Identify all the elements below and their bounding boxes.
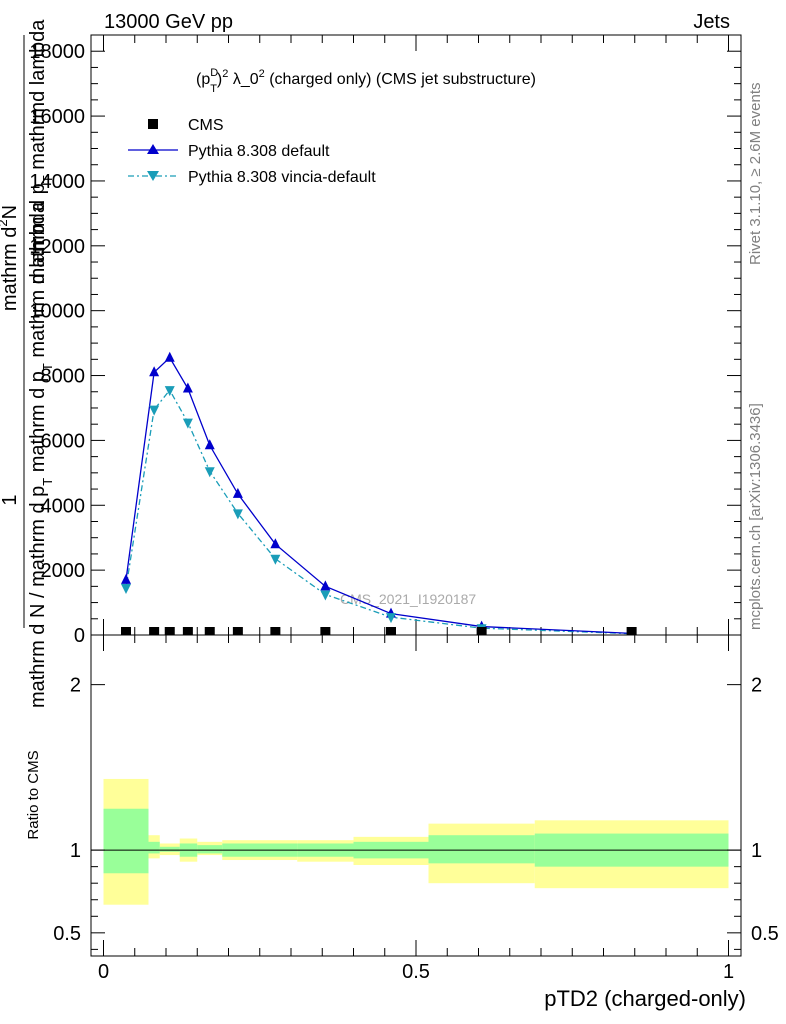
header-topic-label: Jets xyxy=(693,11,730,33)
series-cms-point xyxy=(386,627,396,637)
series-vincia-point xyxy=(121,583,131,594)
series-cms-point xyxy=(476,627,487,637)
series-default-point xyxy=(149,366,160,377)
ratio-bands xyxy=(91,778,741,905)
x-tick-label: 0 xyxy=(98,961,109,983)
main-x-ticks xyxy=(103,35,729,635)
series-vincia-point xyxy=(270,554,281,565)
series-default-point xyxy=(164,351,175,362)
main-y-tick-label: 0 xyxy=(74,625,85,647)
ratio-y-tick-label: 2 xyxy=(70,675,81,697)
ratio-inner-band xyxy=(197,845,223,854)
legend-vincia-label: Pythia 8.308 vincia-default xyxy=(188,169,376,186)
series-default-point xyxy=(182,382,193,393)
series-default-point xyxy=(232,487,243,498)
y-label-one: 1 xyxy=(0,494,21,505)
legend-default-label: Pythia 8.308 default xyxy=(188,143,330,160)
legend: CMS Pythia 8.308 default Pythia 8.308 vi… xyxy=(128,117,376,186)
header-energy-label: 13000 GeV pp xyxy=(104,11,233,33)
series-cms-point xyxy=(270,627,281,637)
x-axis-label: pTD2 (charged-only) xyxy=(544,986,746,1011)
legend-cms-label: CMS xyxy=(188,117,224,134)
rivet-version-label: Rivet 3.1.10, ≥ 2.6M events xyxy=(747,83,764,266)
main-plot-frame xyxy=(90,34,742,636)
x-tick-label: 0.5 xyxy=(402,961,430,983)
main-y-tick-label: 10000 xyxy=(29,301,85,323)
series-cms-point xyxy=(182,627,193,637)
series-default-point xyxy=(320,580,331,591)
ratio-y-tick-label: 0.5 xyxy=(53,923,81,945)
legend-vincia-marker xyxy=(147,171,159,181)
series-cms-point xyxy=(626,627,637,637)
y-label-denominator: mathrm d N / mathrm d pT mathrm d pT mat… xyxy=(27,201,55,708)
series-default-point xyxy=(204,439,215,450)
series-vincia-point xyxy=(164,386,175,397)
main-y-tick-label: 6000 xyxy=(41,430,86,452)
ratio-y-tick-label: 1 xyxy=(70,840,81,862)
main-y-tick-label: 4000 xyxy=(41,495,86,517)
ratio-y-tick-label-right: 1 xyxy=(751,840,762,862)
series-cms-point xyxy=(320,627,331,637)
ratio-plot-frame xyxy=(90,634,742,957)
main-y-tick-label: 8000 xyxy=(41,366,86,388)
main-y-tick-label: 2000 xyxy=(41,560,86,582)
ratio-inner-band xyxy=(103,808,149,874)
series-default-point xyxy=(270,538,281,549)
chart-title: (pD T)2 λ_02 (charged only) (CMS jet subs… xyxy=(196,67,536,95)
ratio-x-ticks: 0 0.5 1 xyxy=(98,635,734,983)
main-y-tick-label: 18000 xyxy=(29,41,85,63)
series-vincia-point xyxy=(204,467,215,478)
series-vincia-point xyxy=(232,509,243,520)
y-label-numerator-denominator: mathrm d pT mathrmd lambda xyxy=(27,19,55,285)
legend-cms-marker xyxy=(148,119,158,129)
mcplots-credit-label: mcplots.cern.ch [arXiv:1306.3436] xyxy=(747,403,764,630)
ratio-inner-band xyxy=(428,835,535,864)
main-y-axis-label: 1 mathrm d2N mathrm d pT mathrmd lambda … xyxy=(0,19,55,708)
series-cms-point xyxy=(121,627,131,637)
series-vincia-point xyxy=(386,613,396,624)
series-vincia-point xyxy=(182,418,193,429)
series-vincia-point xyxy=(320,590,331,601)
series-cms-point xyxy=(232,627,243,637)
ratio-inner-band xyxy=(159,846,180,852)
ratio-y-axis-label: Ratio to CMS xyxy=(25,750,42,839)
series-cms-point xyxy=(204,627,215,637)
ratio-panel: 0.5 0.51 12 2 0 0.5 1 Ratio to CMS pTD2 (char… xyxy=(25,634,779,1011)
watermark-analysis-id: CMS_2021_I1920187 xyxy=(340,591,476,607)
main-y-tick-label: 14000 xyxy=(29,171,85,193)
legend-default-marker xyxy=(147,144,159,154)
main-y-tick-label: 12000 xyxy=(29,236,85,258)
series-cms-point xyxy=(164,627,175,637)
y-label-numerator: mathrm d2N xyxy=(0,205,21,311)
x-tick-label: 1 xyxy=(723,961,734,983)
series-default-point xyxy=(121,573,131,584)
series-cms-point xyxy=(149,627,160,637)
main-y-ticks: 0 2000 4000 6000 8000 10000 12000 14000 16000 180… xyxy=(29,41,741,647)
series-vincia-point xyxy=(149,405,160,416)
ratio-y-tick-label-right: 0.5 xyxy=(751,923,779,945)
ratio-y-ticks: 0.5 0.5 1 1 2 2 xyxy=(53,675,779,950)
main-y-tick-label: 16000 xyxy=(29,106,85,128)
ratio-inner-band xyxy=(148,841,160,854)
main-panel: 0 2000 4000 6000 8000 10000 12000 14000 16000 180… xyxy=(0,19,742,708)
ratio-y-tick-label-right: 2 xyxy=(751,675,762,697)
